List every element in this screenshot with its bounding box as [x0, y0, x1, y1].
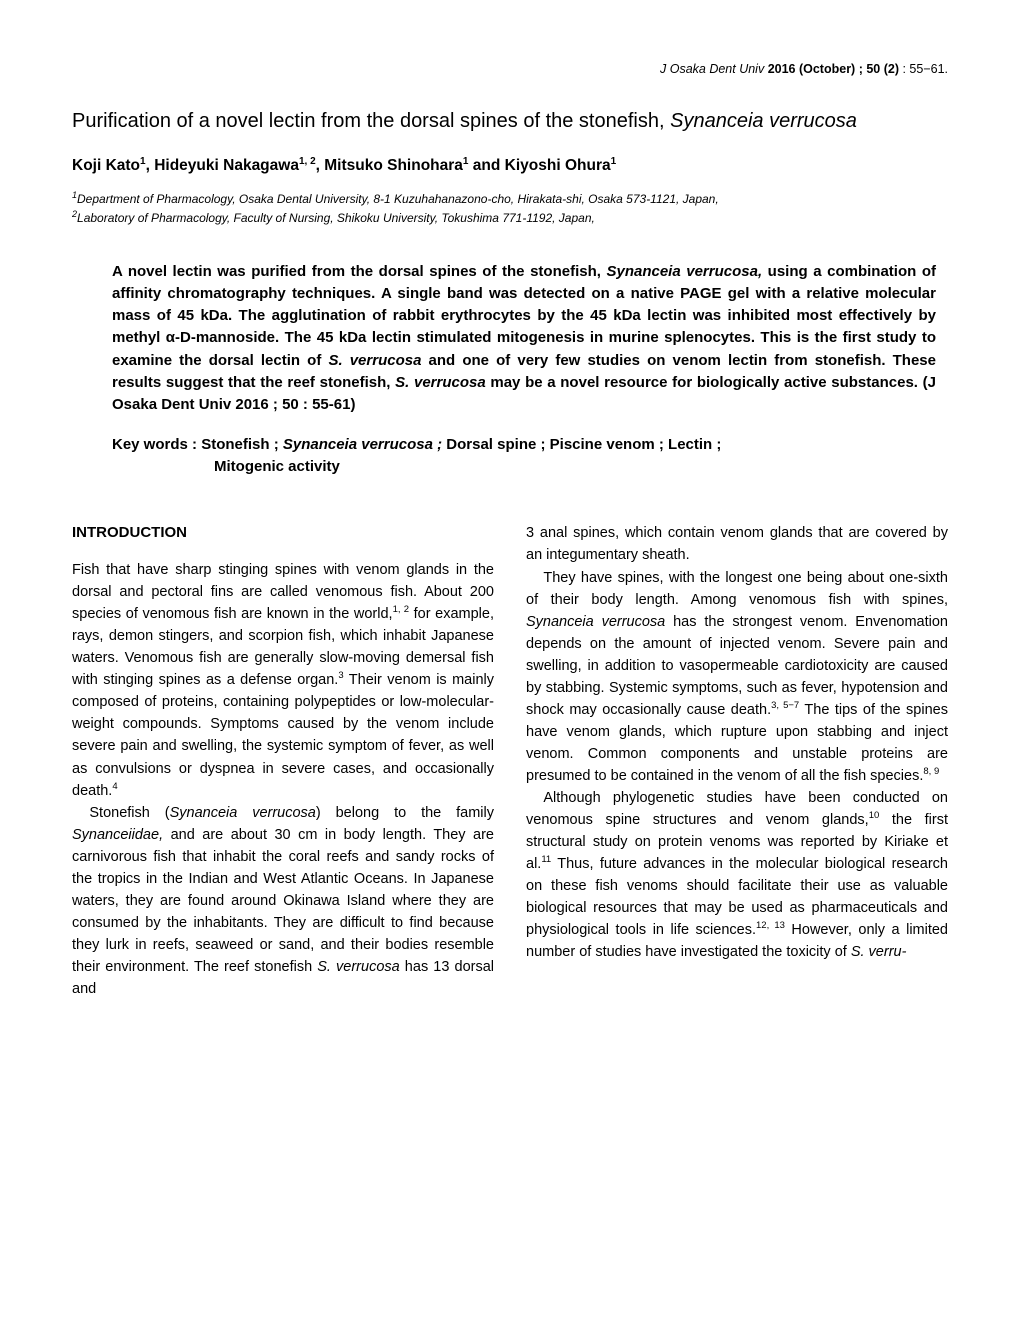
- aff2-text: Laboratory of Pharmacology, Faculty of N…: [77, 211, 595, 225]
- abs-s3: S. verrucosa: [395, 374, 486, 391]
- r-p2sup2: 8, 9: [923, 766, 939, 777]
- r-p2: They have spines, with the longest one b…: [526, 567, 948, 787]
- r-p3s1: S. verru-: [851, 944, 907, 960]
- column-left: INTRODUCTION Fish that have sharp stingi…: [72, 522, 494, 999]
- kw-label: Key words :: [112, 436, 201, 453]
- sep: and: [468, 157, 504, 174]
- kw-species: Synanceia verrucosa ;: [283, 436, 442, 453]
- kw-l1a: Stonefish ;: [201, 436, 283, 453]
- sep: ,: [146, 157, 155, 174]
- p1sup3: 4: [112, 781, 117, 792]
- journal-pages: : 55−61.: [899, 62, 948, 76]
- body-columns: INTRODUCTION Fish that have sharp stingi…: [72, 522, 948, 999]
- title-species: Synanceia verrucosa: [670, 110, 857, 132]
- p2c: and are about 30 cm in body length. They…: [72, 827, 494, 975]
- p1sup1: 1, 2: [393, 604, 409, 615]
- kw-l2: Mitogenic activity: [112, 456, 936, 478]
- keywords: Key words : Stonefish ; Synanceia verruc…: [112, 434, 936, 478]
- sep: ,: [316, 157, 325, 174]
- column-right: 3 anal spines, which contain venom gland…: [526, 522, 948, 999]
- r-p3sup3: 12, 13: [756, 920, 785, 931]
- journal-header: J Osaka Dent Univ 2016 (October) ; 50 (2…: [72, 62, 948, 76]
- r-p3: Although phylogenetic studies have been …: [526, 787, 948, 963]
- p2s3: S. verrucosa: [317, 959, 399, 975]
- r-p2sup1: 3, 5−7: [771, 700, 799, 711]
- r-p1: 3 anal spines, which contain venom gland…: [526, 522, 948, 566]
- author-4: Kiyoshi Ohura: [505, 157, 611, 174]
- aff1-text: Department of Pharmacology, Osaka Dental…: [77, 192, 719, 206]
- r-p2a: They have spines, with the longest one b…: [526, 570, 948, 608]
- journal-year: 2016 (October) ;: [764, 62, 866, 76]
- p2s2: Synanceiidae,: [72, 827, 163, 843]
- p2s1: Synanceia verrucosa: [170, 805, 316, 821]
- p2b: ) belong to the family: [316, 805, 494, 821]
- r-p2s1: Synanceia verrucosa: [526, 614, 665, 630]
- r-p3sup1: 10: [869, 810, 880, 821]
- kw-l1b: Dorsal spine ; Piscine venom ; Lectin ;: [442, 436, 721, 453]
- author-4-sup: 1: [611, 156, 617, 167]
- journal-vol: 50 (2): [866, 62, 899, 76]
- article-title: Purification of a novel lectin from the …: [72, 108, 948, 134]
- abs-s2: S. verrucosa: [328, 352, 421, 369]
- page: J Osaka Dent Univ 2016 (October) ; 50 (2…: [0, 0, 1020, 1050]
- p1c: Their venom is mainly composed of protei…: [72, 672, 494, 798]
- author-3: Mitsuko Shinohara: [324, 157, 463, 174]
- abstract: A novel lectin was purified from the dor…: [112, 261, 936, 416]
- intro-p1: Fish that have sharp stinging spines wit…: [72, 559, 494, 801]
- affiliation-1: 1Department of Pharmacology, Osaka Denta…: [72, 189, 948, 208]
- abs-t1: A novel lectin was purified from the dor…: [112, 263, 606, 280]
- authors-line: Koji Kato 1, Hideyuki Nakagawa1, 2, Mitsu…: [72, 156, 948, 175]
- abs-s1: Synanceia verrucosa,: [606, 263, 762, 280]
- author-1: Koji Kato: [72, 157, 140, 174]
- author-2-sup: 1, 2: [299, 156, 316, 167]
- intro-p2: Stonefish (Synanceia verrucosa) belong t…: [72, 802, 494, 1000]
- p2a: Stonefish (: [89, 805, 169, 821]
- affiliations: 1Department of Pharmacology, Osaka Denta…: [72, 189, 948, 227]
- r-p3sup2: 11: [541, 854, 551, 865]
- section-heading-intro: INTRODUCTION: [72, 522, 494, 545]
- title-text: Purification of a novel lectin from the …: [72, 110, 670, 132]
- author-2: Hideyuki Nakagawa: [154, 157, 299, 174]
- affiliation-2: 2Laboratory of Pharmacology, Faculty of …: [72, 208, 948, 227]
- journal-name: J Osaka Dent Univ: [660, 62, 764, 76]
